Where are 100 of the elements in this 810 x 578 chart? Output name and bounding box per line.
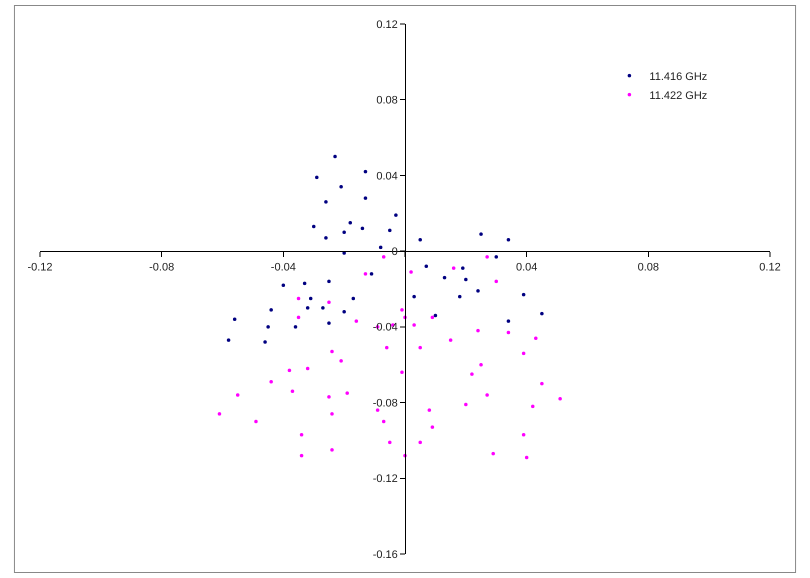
point: [479, 232, 483, 236]
point: [412, 323, 416, 327]
x-tick-label: 0.08: [638, 261, 660, 274]
point: [385, 346, 388, 350]
point: [306, 306, 310, 310]
point: [485, 255, 489, 259]
point: [442, 276, 446, 280]
y-tick-label: 0.04: [376, 170, 398, 182]
point: [308, 296, 312, 300]
point: [540, 382, 544, 386]
point: [327, 300, 331, 304]
point: [388, 228, 392, 232]
point: [400, 308, 404, 312]
point: [364, 196, 368, 200]
point: [418, 238, 422, 242]
point: [342, 310, 346, 314]
y-tick-label: -0.04: [372, 322, 398, 334]
point: [506, 330, 510, 334]
point: [339, 185, 343, 189]
point: [540, 312, 544, 316]
y-tick-label: 0.08: [376, 94, 398, 107]
point: [324, 236, 328, 240]
point: [424, 264, 428, 268]
point: [464, 278, 468, 282]
point: [354, 319, 358, 323]
point: [296, 316, 300, 320]
point: [324, 200, 328, 204]
point: [428, 408, 432, 412]
point: [333, 154, 337, 158]
point: [282, 283, 286, 287]
point: [400, 370, 404, 374]
point: [288, 368, 292, 372]
point: [263, 340, 267, 344]
point: [452, 266, 456, 270]
point: [388, 440, 392, 444]
point: [330, 350, 334, 354]
point: [266, 325, 270, 329]
point: [300, 433, 304, 436]
point: [394, 213, 398, 217]
point: [364, 170, 368, 174]
point: [330, 448, 334, 452]
x-tick-label: -0.04: [270, 261, 296, 274]
x-tick-label: 0.04: [516, 261, 538, 274]
point: [430, 425, 434, 429]
point: [352, 296, 356, 300]
point: [506, 238, 510, 242]
point: [348, 221, 352, 224]
point: [364, 272, 368, 276]
point: [321, 306, 325, 310]
point: [522, 433, 526, 436]
point: [254, 420, 258, 424]
point: [327, 280, 331, 284]
point: [302, 282, 306, 286]
point: [470, 372, 474, 376]
point: [524, 456, 528, 460]
point: [345, 391, 349, 395]
x-tick-label: -0.12: [27, 261, 53, 274]
point: [269, 380, 273, 384]
y-tick-label: -0.12: [372, 473, 398, 486]
point: [494, 255, 498, 259]
point: [461, 266, 465, 270]
point: [409, 270, 413, 274]
point: [418, 440, 422, 444]
point: [290, 389, 294, 393]
point: [382, 255, 386, 259]
point: [269, 308, 273, 312]
point: [412, 294, 416, 298]
point: [327, 395, 331, 399]
point: [339, 359, 343, 363]
point: [382, 420, 386, 424]
point: [464, 402, 468, 406]
point: [476, 328, 480, 332]
point: [312, 224, 316, 228]
point: [534, 336, 538, 340]
point: [360, 226, 364, 230]
point: [370, 272, 374, 276]
point: [376, 408, 380, 412]
y-tick-label: -0.16: [372, 548, 398, 561]
point: [448, 338, 452, 342]
point: [330, 412, 334, 416]
point: [494, 280, 498, 284]
point: [342, 230, 346, 234]
point: [522, 292, 526, 296]
point: [491, 452, 495, 456]
point: [430, 316, 434, 320]
point: [327, 321, 331, 325]
point: [506, 319, 510, 323]
point: [232, 318, 236, 322]
point: [378, 246, 382, 250]
y-tick-label: 0.12: [376, 18, 398, 31]
point: [226, 338, 230, 342]
point: [315, 176, 319, 180]
point: [522, 352, 526, 356]
point: [418, 346, 422, 350]
point: [485, 393, 489, 397]
point: [479, 362, 483, 366]
x-tick-label: 0.12: [759, 261, 781, 274]
point: [294, 325, 298, 329]
point: [531, 404, 534, 408]
x-tick-label: -0.08: [149, 261, 174, 274]
